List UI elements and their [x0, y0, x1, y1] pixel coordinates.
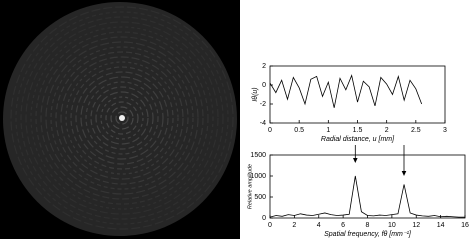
y-tick-label: 0 — [262, 215, 266, 222]
speckle-ring — [70, 66, 174, 170]
x-tick-label: 10 — [388, 222, 396, 229]
y-tick-label: -2 — [260, 101, 266, 108]
x-tick-label: 0.5 — [294, 127, 304, 134]
x-tick-label: 16 — [461, 222, 469, 229]
y-tick-label: 1000 — [250, 173, 266, 180]
x-tick-label: 0 — [268, 127, 272, 134]
plot-frame — [269, 65, 446, 124]
x-axis-label: Radial distance, u [mm] — [321, 136, 395, 143]
x-tick-label: 2 — [385, 127, 389, 134]
speckle-ring — [85, 81, 159, 155]
speckle-ring — [45, 41, 199, 195]
speckle-ring — [105, 101, 139, 135]
x-tick-label: 2.5 — [411, 127, 421, 134]
x-tick-label: 14 — [437, 222, 445, 229]
speckle-ring — [60, 56, 184, 180]
speckle-rings — [10, 6, 234, 230]
x-tick-label: 1 — [326, 127, 330, 134]
x-tick-label: 3 — [443, 127, 447, 134]
y-tick-label: 0 — [262, 82, 266, 89]
speckle-ring — [50, 46, 194, 190]
speckle-center — [119, 115, 125, 121]
x-tick-label: 0 — [268, 222, 272, 229]
speckle-ring — [10, 6, 234, 230]
speckle-ring — [80, 76, 164, 160]
y-tick-label: 500 — [254, 194, 266, 201]
y-axis-label: Iθ(u) — [252, 87, 259, 101]
speckle-ring — [40, 36, 204, 200]
speckle-ring — [110, 106, 134, 130]
speckle-ring — [25, 21, 219, 215]
y-tick-label: 2 — [262, 63, 266, 70]
x-tick-label: 8 — [366, 222, 370, 229]
y-tick-label: -4 — [260, 120, 266, 127]
speckle-ring — [30, 26, 214, 210]
speckle-ring — [75, 71, 169, 165]
speckle-ring — [20, 16, 224, 220]
y-axis-label: Relative amplitude — [247, 164, 253, 209]
x-axis-label: Spatial frequency, fθ [mm⁻¹] — [324, 231, 412, 238]
x-tick-label: 6 — [341, 222, 345, 229]
x-tick-label: 1.5 — [353, 127, 363, 134]
speckle-ring — [55, 51, 189, 185]
y-tick-label: 1500 — [250, 152, 266, 159]
speckle-ring — [15, 11, 229, 225]
speckle-ring — [90, 86, 154, 150]
x-tick-label: 2 — [292, 222, 296, 229]
data-line — [269, 74, 423, 108]
speckle-ring — [115, 111, 129, 125]
speckle-ring — [35, 31, 209, 205]
speckle-ring — [65, 61, 179, 175]
peak-arrows — [353, 145, 407, 176]
speckle-ring — [100, 96, 144, 140]
speckle-ring — [95, 91, 149, 145]
x-tick-label: 4 — [317, 222, 321, 229]
data-line — [269, 175, 465, 218]
x-tick-label: 12 — [412, 222, 420, 229]
plot-frame — [269, 154, 466, 219]
